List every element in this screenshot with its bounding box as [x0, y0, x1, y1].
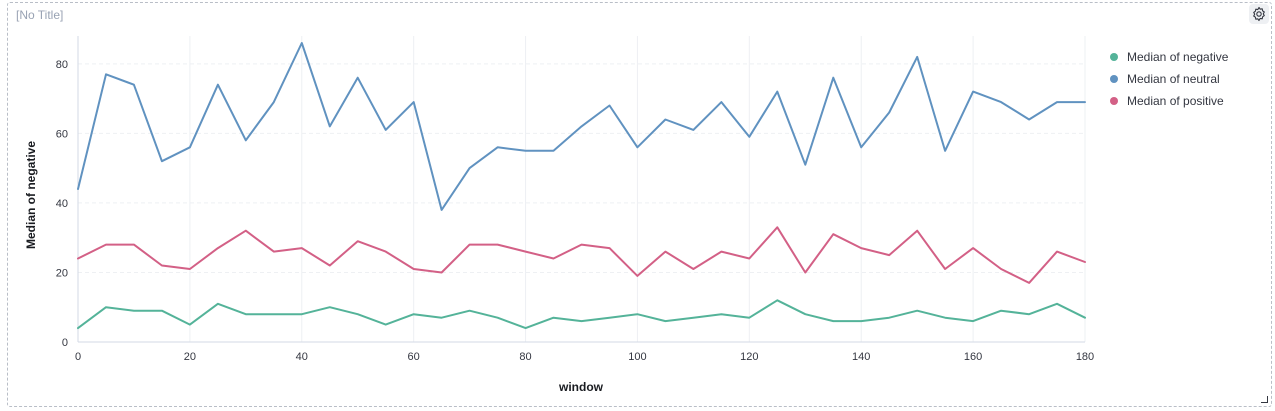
- panel-resize-handle[interactable]: [1261, 396, 1268, 403]
- y-tick-label: 0: [62, 337, 68, 349]
- x-tick-label: 160: [964, 351, 982, 363]
- x-tick-label: 0: [75, 351, 81, 363]
- x-tick-label: 60: [408, 351, 420, 363]
- legend-label: Median of neutral: [1127, 72, 1220, 86]
- x-axis-title: window: [558, 380, 604, 394]
- legend-swatch: [1110, 75, 1118, 83]
- legend-label: Median of positive: [1127, 94, 1224, 108]
- gear-icon: [1253, 6, 1265, 22]
- chart-grid: [77, 36, 1086, 342]
- legend-item-neutral[interactable]: Median of neutral: [1110, 68, 1228, 90]
- chart-series: [77, 42, 1086, 330]
- y-tick-label: 60: [56, 128, 68, 140]
- panel-options-button[interactable]: [1249, 4, 1269, 24]
- chart-axes: 0 20 40 60 80 0 20 40 60 80 100 120 140 160 180: [56, 36, 1094, 363]
- x-tick-label: 40: [296, 351, 308, 363]
- y-tick-label: 40: [56, 198, 68, 210]
- y-tick-label: 20: [56, 267, 68, 279]
- visualization-panel: [No Title]: [7, 2, 1272, 407]
- x-tick-label: 140: [852, 351, 870, 363]
- legend-label: Median of negative: [1127, 50, 1229, 64]
- y-tick-label: 80: [56, 59, 68, 71]
- y-axis-title: Median of negative: [24, 141, 38, 249]
- chart-legend: Median of negative Median of neutral Med…: [1110, 46, 1228, 112]
- legend-swatch: [1110, 53, 1118, 61]
- x-tick-label: 120: [740, 351, 758, 363]
- legend-item-positive[interactable]: Median of positive: [1110, 90, 1228, 112]
- panel-title: [No Title]: [16, 8, 64, 22]
- x-tick-label: 80: [519, 351, 531, 363]
- legend-item-negative[interactable]: Median of negative: [1110, 46, 1228, 68]
- x-tick-label: 20: [184, 351, 196, 363]
- legend-swatch: [1110, 97, 1118, 105]
- x-tick-label: 180: [1076, 351, 1094, 363]
- series-line-positive[interactable]: [77, 226, 1086, 284]
- x-tick-label: 100: [628, 351, 646, 363]
- series-line-neutral[interactable]: [77, 42, 1086, 211]
- series-line-negative[interactable]: [77, 299, 1086, 330]
